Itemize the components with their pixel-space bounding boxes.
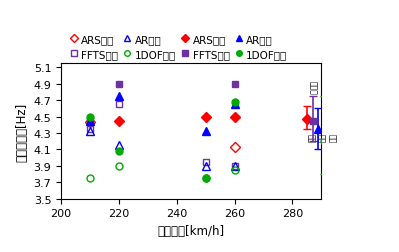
Y-axis label: 固有振動数[Hz]: 固有振動数[Hz] [15,102,28,161]
Text: 標準
偏差
範囲: 標準 偏差 範囲 [306,133,336,142]
Legend: ARS下り, FFTS下り, AR下り, 1DOF下り, ARS上り, FFTS上り, AR上り, 1DOF上り: ARS下り, FFTS下り, AR下り, 1DOF下り, ARS上り, FFTS… [66,32,290,63]
X-axis label: 列車速度[km/h]: 列車速度[km/h] [158,224,225,237]
Text: 平均値: 平均値 [308,80,317,94]
